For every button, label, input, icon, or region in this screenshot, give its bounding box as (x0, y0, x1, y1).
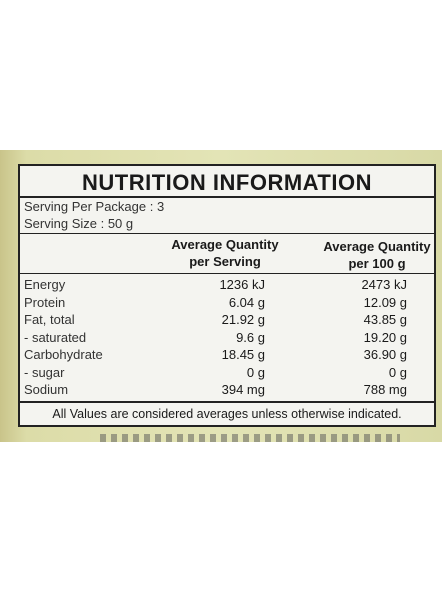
nutrient-value: 19.20 g (363, 329, 407, 345)
blurred-text (100, 434, 400, 442)
divider (20, 401, 434, 403)
nutrient-value: 0 g (246, 364, 265, 380)
footnote: All Values are considered averages unles… (52, 407, 402, 421)
nutrient-value: 12.09 g (363, 294, 407, 310)
nutrient-value: 394 mg (221, 382, 265, 397)
divider (20, 273, 434, 274)
label-title: NUTRITION INFORMATION (82, 170, 372, 195)
divider (20, 233, 434, 234)
column-header: per 100 g (348, 256, 406, 271)
column-header: Average Quantity (323, 239, 431, 254)
nutrition-label: NUTRITION INFORMATION Serving Per Packag… (18, 164, 436, 427)
nutrient-value: 1236 kJ (219, 277, 265, 292)
nutrient-value: 6.04 g (228, 294, 265, 310)
serving-size: Serving Size : 50 g (24, 216, 134, 231)
nutrient-name: - saturated (24, 329, 87, 345)
column-header: per Serving (189, 254, 261, 269)
nutrient-name: Fat, total (24, 312, 75, 327)
nutrient-name: - sugar (24, 364, 65, 380)
servings-per-package: Serving Per Package : 3 (24, 199, 165, 214)
nutrient-value: 43.85 g (363, 312, 407, 327)
nutrient-value: 18.45 g (221, 347, 265, 362)
nutrient-value: 21.92 g (221, 312, 265, 327)
nutrient-value: 36.90 g (363, 347, 407, 362)
divider (20, 196, 434, 198)
nutrient-value: 9.6 g (236, 329, 265, 345)
nutrient-name: Carbohydrate (24, 347, 103, 362)
nutrient-value: 2473 kJ (361, 277, 407, 292)
nutrient-value: 788 mg (363, 382, 407, 397)
column-header: Average Quantity (171, 237, 279, 252)
nutrient-name: Protein (24, 294, 66, 310)
nutrient-name: Sodium (24, 382, 69, 397)
nutrient-name: Energy (24, 277, 66, 292)
nutrient-value: 0 g (388, 364, 407, 380)
